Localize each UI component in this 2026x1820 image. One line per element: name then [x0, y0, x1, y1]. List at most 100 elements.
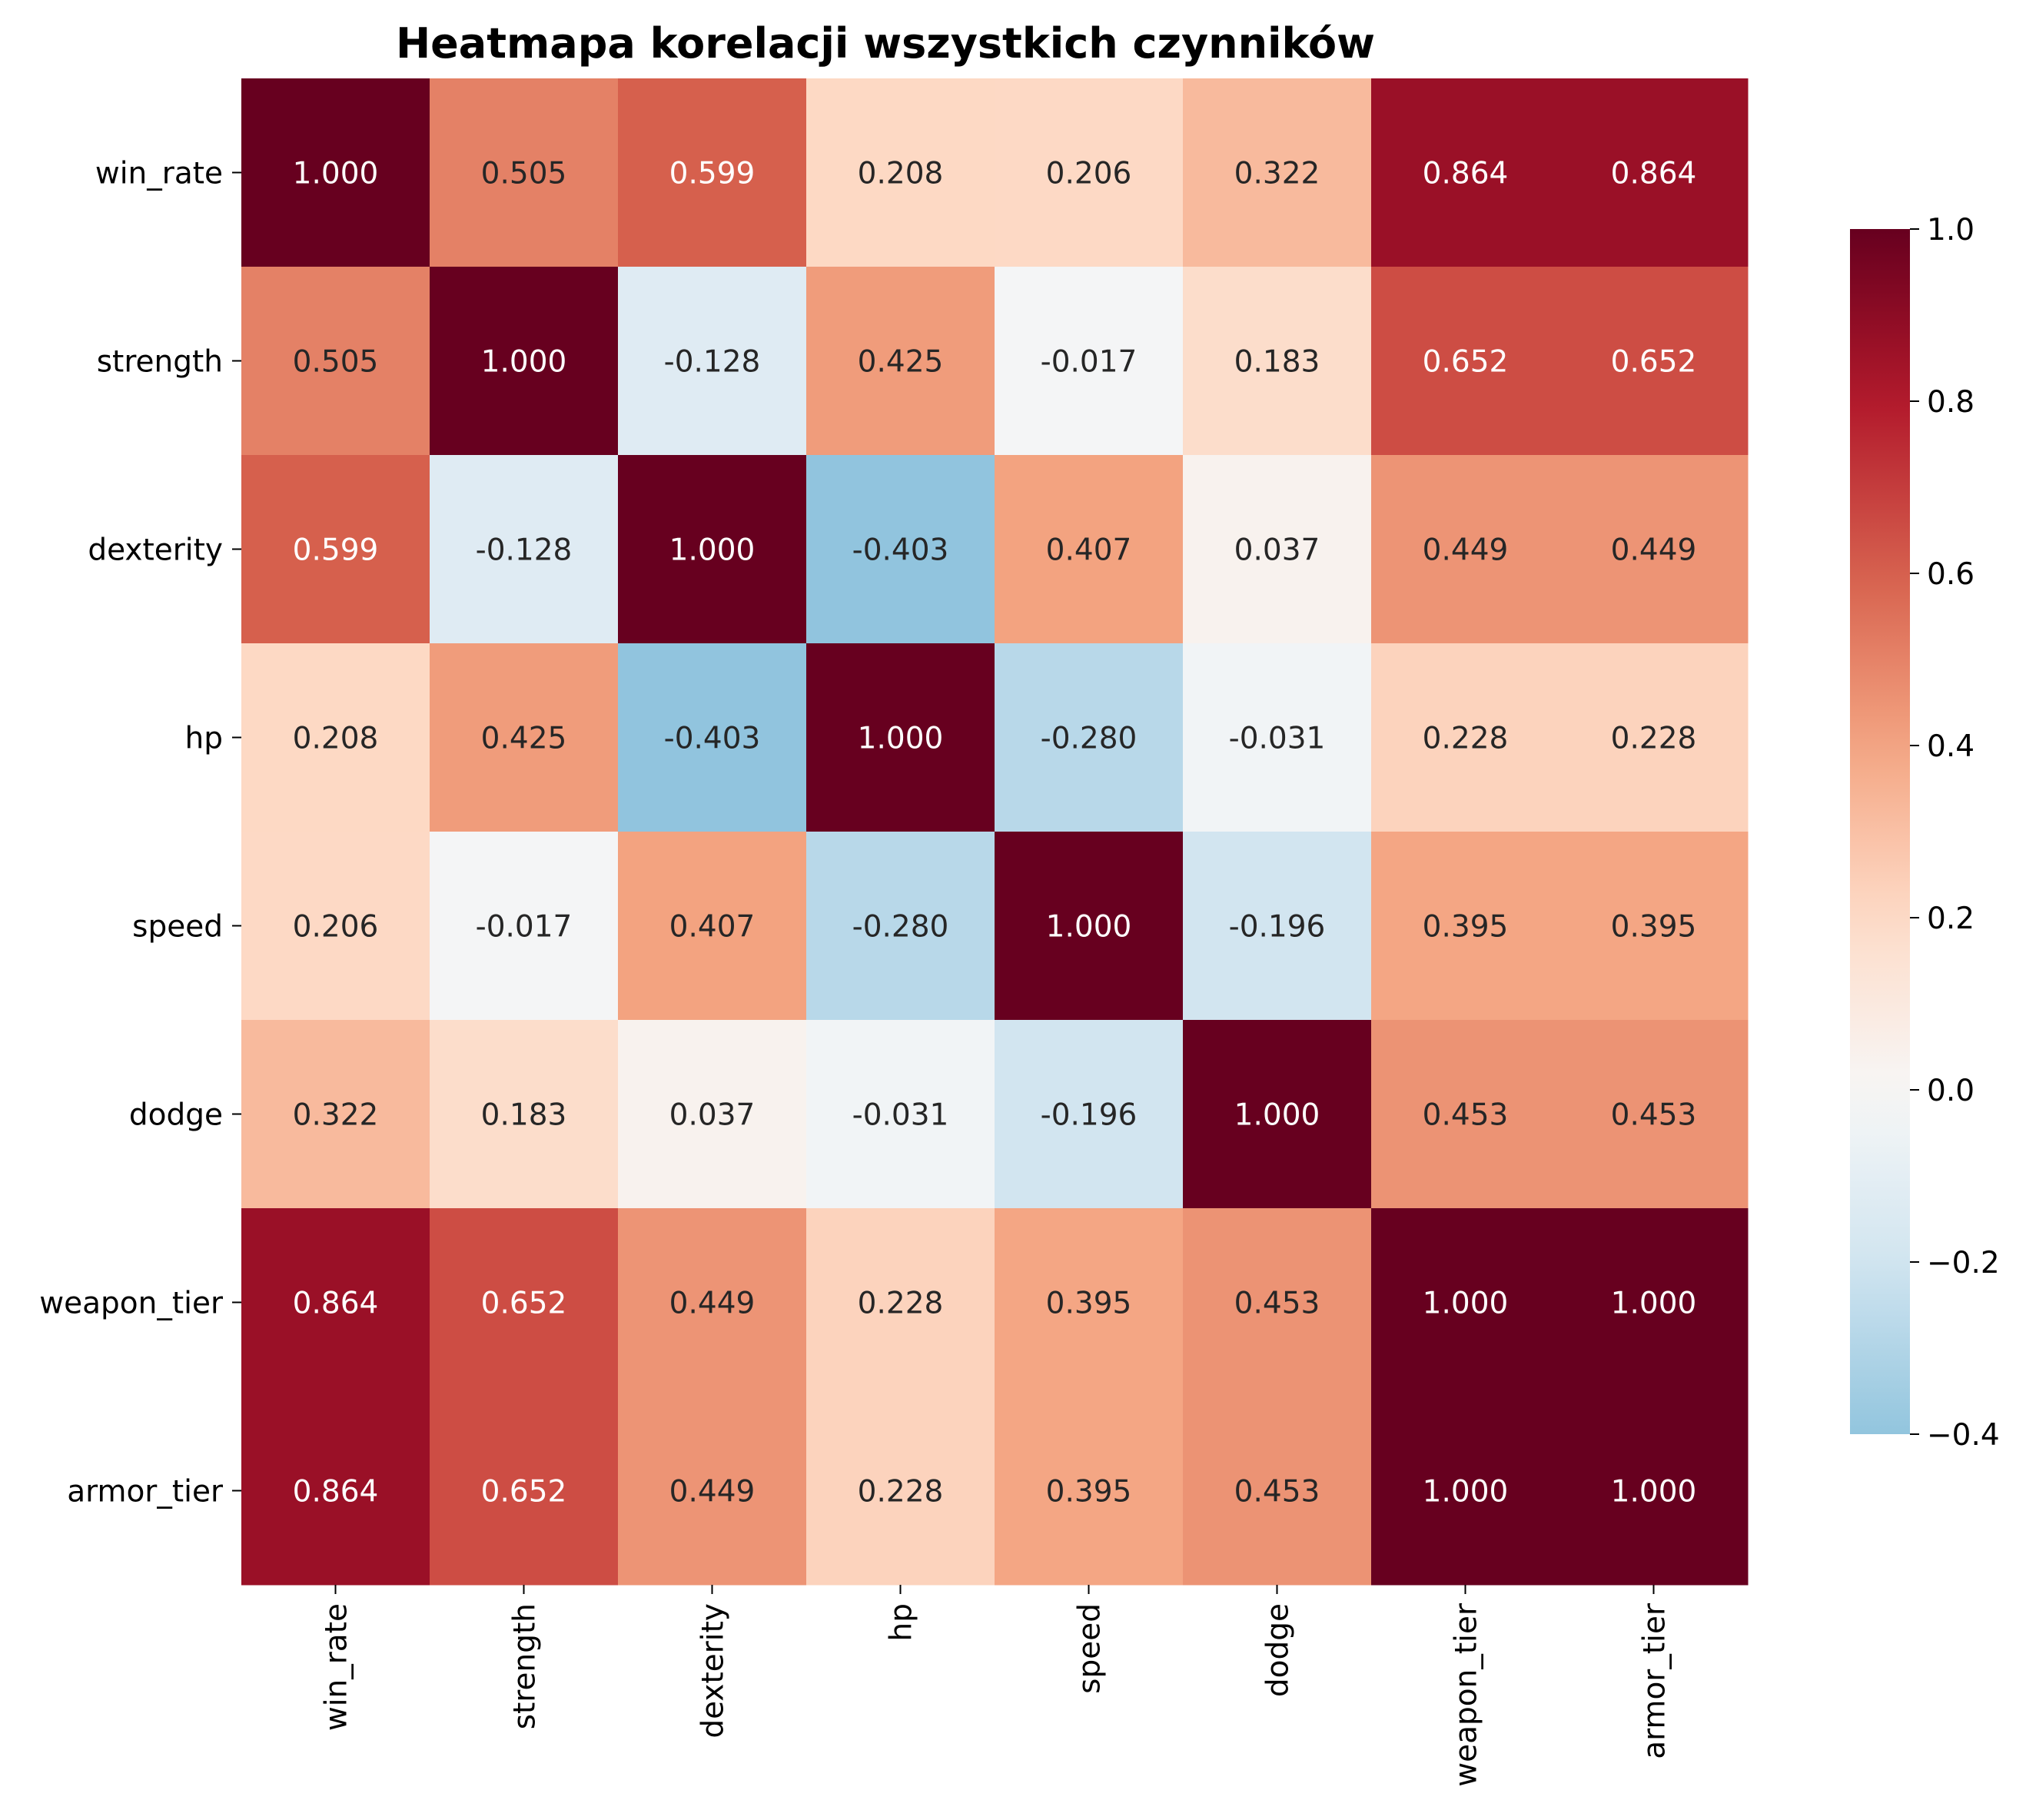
- heatmap-cell: [806, 455, 995, 644]
- cell-value-label: 0.228: [1423, 722, 1509, 756]
- cell-value-label: 0.652: [481, 1287, 567, 1321]
- heatmap-cell: [1183, 267, 1372, 456]
- x-tick-label: speed: [1073, 1603, 1108, 1694]
- colorbar: 1.0 0.8 0.6 0.4 0.2 0.0 −0.2 −0.4: [1850, 213, 2000, 1453]
- heatmap-cell: [806, 1020, 995, 1209]
- heatmap-cell: [1371, 1397, 1560, 1586]
- cell-value-label: 1.000: [1611, 1475, 1697, 1509]
- heatmap-cell: [241, 1397, 430, 1586]
- heatmap-cell: [1371, 78, 1560, 267]
- heatmap-cell: [1371, 643, 1560, 832]
- heatmap-cell: [806, 1397, 995, 1586]
- heatmap-cell: [1183, 1208, 1372, 1397]
- heatmap-cell: [995, 267, 1184, 456]
- colorbar-tick-label: 1.0: [1927, 213, 1975, 247]
- cell-value-label: 1.000: [1234, 1098, 1320, 1133]
- heatmap-cell: [1371, 1020, 1560, 1209]
- y-tick-label: win_rate: [95, 157, 223, 191]
- cell-value-label: 1.000: [669, 533, 756, 568]
- heatmap-cell: [1559, 78, 1749, 267]
- cell-value-label: 1.000: [1611, 1287, 1697, 1321]
- cell-value-label: 0.652: [1423, 345, 1509, 380]
- heatmap-cell: [430, 1397, 619, 1586]
- cell-value-label: 0.395: [1046, 1287, 1132, 1321]
- cell-value-label: 0.864: [1423, 157, 1509, 191]
- heatmap-cell: [241, 1208, 430, 1397]
- heatmap-cell: [1371, 1208, 1560, 1397]
- heatmap-cell: [1371, 267, 1560, 456]
- colorbar-tick-label: 0.2: [1927, 902, 1975, 936]
- heatmap-cell: [806, 267, 995, 456]
- cell-value-label: 0.228: [1611, 722, 1697, 756]
- heatmap-cell: [1559, 455, 1749, 644]
- y-tick-label: dodge: [129, 1098, 223, 1133]
- cell-value-label: -0.031: [1229, 722, 1326, 756]
- x-axis: win_rate strength dexterity hp speed dodge wea…: [320, 1585, 1672, 1787]
- heatmap-cells: [241, 78, 1749, 1586]
- cell-value-label: 0.407: [669, 910, 756, 945]
- cell-value-label: -0.403: [664, 722, 761, 756]
- x-tick-label: win_rate: [320, 1603, 354, 1731]
- cell-value-label: 0.407: [1046, 533, 1132, 568]
- cell-value-label: 0.208: [293, 722, 379, 756]
- cell-value-label: 0.425: [481, 722, 567, 756]
- heatmap-cell: [1371, 455, 1560, 644]
- colorbar-gradient: [1850, 229, 1910, 1434]
- colorbar-tick-label: −0.4: [1927, 1418, 2000, 1453]
- heatmap-cell: [995, 832, 1184, 1021]
- heatmap-cell: [430, 78, 619, 267]
- heatmap-cell: [430, 267, 619, 456]
- heatmap-cell: [618, 832, 807, 1021]
- heatmap-cell: [1559, 1397, 1749, 1586]
- cell-value-label: 1.000: [858, 722, 944, 756]
- heatmap-cell: [995, 643, 1184, 832]
- y-tick-label: hp: [185, 722, 223, 756]
- heatmap-cell: [1371, 832, 1560, 1021]
- heatmap-cell: [430, 1208, 619, 1397]
- heatmap-cell: [618, 1208, 807, 1397]
- heatmap-cell: [241, 832, 430, 1021]
- colorbar-tick-label: 0.8: [1927, 385, 1975, 420]
- heatmap-cell: [618, 643, 807, 832]
- y-tick-label: dexterity: [88, 533, 223, 568]
- colorbar-tick-label: 0.0: [1927, 1074, 1975, 1108]
- cell-value-label: -0.128: [664, 345, 761, 380]
- cell-value-label: 0.505: [481, 157, 567, 191]
- heatmap-cell: [1559, 1208, 1749, 1397]
- heatmap-cell: [430, 1020, 619, 1209]
- heatmap-cell: [430, 832, 619, 1021]
- y-axis: win_rate strength dexterity hp speed dodge wea…: [39, 157, 241, 1509]
- heatmap-cell: [241, 1020, 430, 1209]
- cell-value-label: -0.031: [852, 1098, 949, 1133]
- cell-value-label: 0.599: [669, 157, 756, 191]
- cell-value-label: 0.395: [1423, 910, 1509, 945]
- heatmap-cell: [241, 267, 430, 456]
- heatmap-cell: [618, 1397, 807, 1586]
- cell-value-label: 0.183: [1234, 345, 1320, 380]
- cell-value-label: 0.425: [858, 345, 944, 380]
- cell-value-label: 0.449: [669, 1287, 756, 1321]
- cell-value-label: -0.017: [1041, 345, 1138, 380]
- heatmap-cell: [1183, 455, 1372, 644]
- x-tick-label: strength: [508, 1603, 543, 1729]
- cell-value-label: 0.864: [1611, 157, 1697, 191]
- cell-value-label: 0.206: [1046, 157, 1132, 191]
- cell-value-label: 0.228: [858, 1475, 944, 1509]
- heatmap-cell: [806, 1208, 995, 1397]
- cell-value-label: 0.652: [1611, 345, 1697, 380]
- y-tick-label: armor_tier: [67, 1475, 224, 1509]
- cell-value-label: -0.280: [1041, 722, 1138, 756]
- cell-value-label: 0.395: [1611, 910, 1697, 945]
- colorbar-tick-label: 0.4: [1927, 729, 1975, 764]
- heatmap-cell: [618, 455, 807, 644]
- cell-value-label: 0.208: [858, 157, 944, 191]
- y-tick-label: strength: [97, 345, 223, 380]
- cell-value-label: 0.505: [293, 345, 379, 380]
- heatmap-cell: [1183, 1397, 1372, 1586]
- heatmap-cell: [241, 455, 430, 644]
- heatmap-cell: [1183, 832, 1372, 1021]
- colorbar-tick-label: 0.6: [1927, 557, 1975, 592]
- cell-value-label: 0.183: [481, 1098, 567, 1133]
- heatmap-cell: [1183, 1020, 1372, 1209]
- heatmap-cell: [1183, 643, 1372, 832]
